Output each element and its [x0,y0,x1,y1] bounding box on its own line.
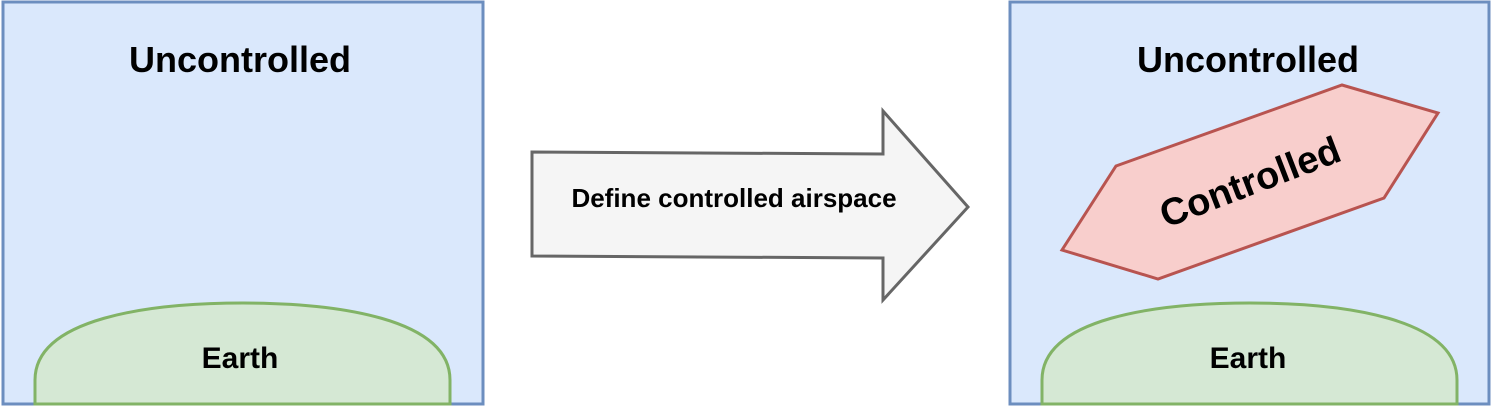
after-earth-shape [1040,301,1459,406]
before-airspace-label: Uncontrolled [129,39,351,80]
after-panel: Uncontrolled Controlled Earth [1008,0,1491,406]
before-panel: Uncontrolled Earth [1,0,485,406]
before-earth-label: Earth [202,342,279,375]
controlled-airspace-shape [1059,83,1441,281]
after-earth-label: Earth [1210,342,1287,375]
before-earth-shape [33,301,452,406]
after-airspace-label: Uncontrolled [1137,39,1359,80]
arrow-shape [530,107,971,304]
arrow-label: Define controlled airspace [571,183,896,213]
transition-arrow: Define controlled airspace [530,107,971,304]
